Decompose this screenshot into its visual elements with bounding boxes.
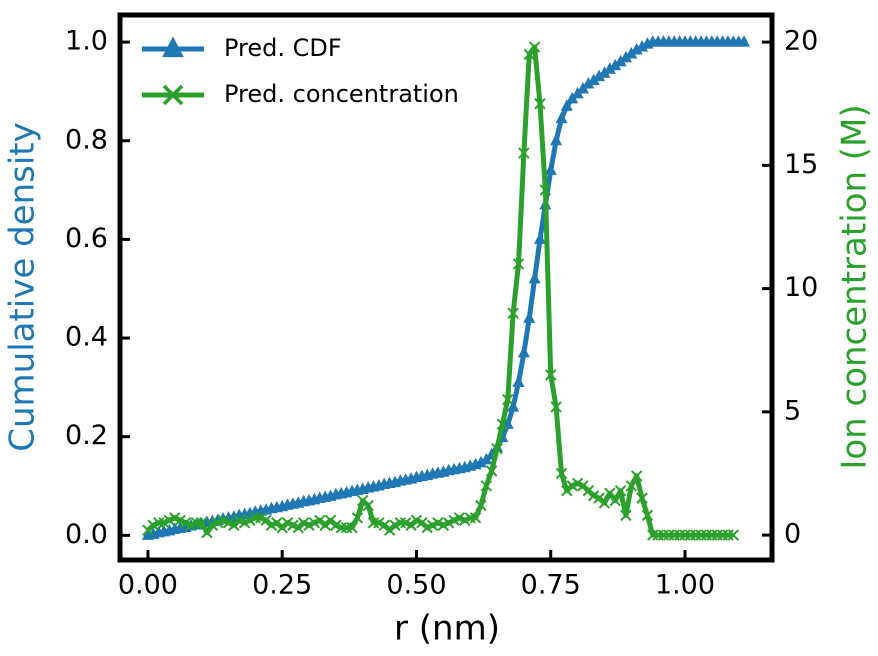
data-point	[351, 512, 364, 524]
data-point	[609, 494, 621, 507]
y2-tick-label: 15	[784, 149, 818, 180]
data-point	[346, 522, 358, 534]
legend-label: Pred. concentration	[224, 80, 459, 108]
data-point	[738, 35, 751, 47]
data-point	[480, 480, 492, 492]
data-point	[502, 393, 514, 406]
x-axis-label: r (nm)	[394, 609, 500, 649]
data-point	[560, 99, 573, 111]
y-tick-label: 0.8	[65, 124, 108, 155]
data-point	[555, 467, 568, 480]
data-point	[630, 43, 643, 55]
data-point	[598, 497, 611, 509]
data-point	[469, 512, 482, 524]
data-point	[603, 62, 616, 74]
x-tick-label: 0.50	[386, 570, 446, 601]
data-point	[539, 184, 552, 196]
data-point	[512, 258, 525, 270]
data-point	[598, 66, 611, 78]
data-point	[533, 232, 546, 244]
legend-marker	[162, 84, 184, 106]
y2-tick-label: 0	[784, 519, 801, 550]
data-point	[491, 443, 503, 455]
data-point	[545, 369, 557, 381]
y-tick-label: 0.6	[65, 223, 108, 254]
y-axis-label: Cumulative density	[3, 122, 43, 452]
data-point	[641, 509, 654, 522]
data-point	[625, 46, 638, 59]
data-point	[195, 517, 208, 529]
data-point	[517, 345, 530, 358]
legend-label: Pred. CDF	[224, 34, 342, 62]
y2-tick-label: 10	[784, 272, 818, 303]
data-point	[528, 271, 541, 284]
y2-tick-label: 20	[784, 26, 818, 57]
data-point	[614, 485, 627, 497]
x-tick-label: 0.00	[118, 570, 178, 601]
y2-axis-label: Ion concentration (M)	[835, 104, 875, 469]
data-point	[636, 492, 648, 504]
data-point	[496, 418, 509, 430]
data-point	[593, 69, 606, 82]
data-point	[550, 401, 562, 413]
data-point	[362, 499, 374, 512]
x-tick-label: 0.25	[252, 570, 312, 601]
data-point	[636, 40, 649, 52]
y2-tick-label: 5	[784, 395, 801, 426]
legend-marker	[162, 36, 184, 58]
data-point	[550, 133, 563, 146]
data-point	[544, 163, 557, 175]
data-point	[582, 77, 595, 89]
data-point	[604, 487, 616, 499]
x-tick-label: 0.75	[521, 570, 581, 601]
data-point	[727, 529, 740, 541]
data-point	[201, 526, 213, 539]
data-point	[512, 375, 525, 387]
data-point	[518, 147, 530, 159]
series-line	[146, 44, 734, 538]
data-point	[474, 455, 487, 468]
y-tick-label: 1.0	[65, 26, 108, 57]
data-point	[619, 50, 632, 63]
data-point	[528, 41, 541, 53]
x-tick-label: 1.00	[655, 570, 715, 601]
data-point	[620, 509, 632, 522]
series-line	[147, 39, 745, 538]
data-point	[614, 54, 627, 67]
data-point	[507, 307, 519, 319]
y-tick-label: 0.2	[65, 420, 108, 451]
data-point	[587, 73, 600, 86]
data-point	[625, 480, 637, 492]
data-point	[609, 58, 622, 71]
y-tick-label: 0.4	[65, 322, 108, 353]
data-point	[485, 465, 498, 477]
data-point	[507, 400, 520, 412]
data-point	[475, 499, 487, 512]
data-point	[523, 311, 536, 323]
plot-frame	[117, 12, 775, 563]
data-point	[555, 111, 568, 124]
data-point	[523, 48, 535, 61]
y-tick-label: 0.0	[65, 519, 108, 550]
data-point	[534, 98, 546, 110]
data-point	[630, 470, 643, 482]
